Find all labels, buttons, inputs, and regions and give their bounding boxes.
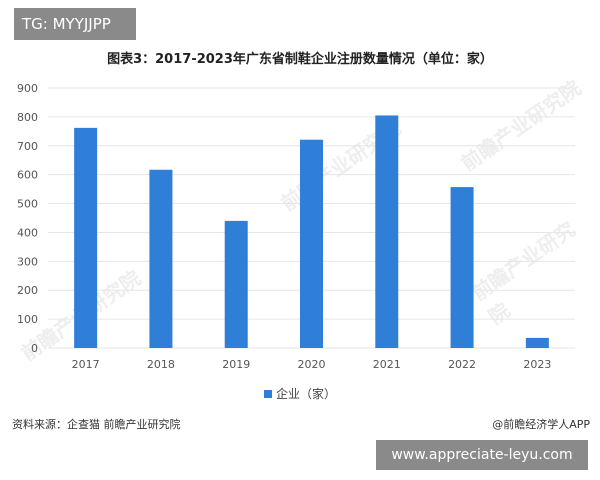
y-tick-label: 100 (17, 313, 38, 326)
source-note: 资料来源：企查猫 前瞻产业研究院 (12, 418, 181, 431)
y-tick-label: 900 (17, 82, 38, 95)
bar (450, 187, 474, 348)
y-tick-label: 200 (17, 284, 38, 297)
x-tick-label: 2022 (448, 358, 476, 370)
top-tag: TG: MYYJJPP (14, 8, 136, 40)
x-tick-label: 2023 (523, 358, 551, 370)
legend-swatch (263, 389, 272, 398)
y-tick-label: 700 (17, 140, 38, 153)
y-tick-label: 500 (17, 198, 38, 211)
x-tick-label: 2018 (147, 358, 175, 370)
x-tick-label: 2017 (72, 358, 100, 370)
x-tick-label: 2019 (222, 358, 250, 370)
y-tick-label: 800 (17, 111, 38, 124)
bar (74, 127, 98, 348)
y-tick-label: 400 (17, 226, 38, 239)
bar (224, 220, 248, 348)
y-tick-label: 300 (17, 255, 38, 268)
brand-credit: @前瞻经济学人APP (492, 418, 590, 431)
bar (375, 115, 399, 348)
y-tick-label: 600 (17, 169, 38, 182)
x-tick-label: 2020 (298, 358, 326, 370)
chart-title: 图表3：2017-2023年广东省制鞋企业注册数量情况（单位：家） (107, 52, 493, 67)
legend-label: 企业（家） (275, 387, 336, 401)
x-tick-label: 2021 (373, 358, 401, 370)
bar (525, 337, 549, 348)
chart-legend: 企业（家） (0, 385, 600, 402)
bar-chart: 0 100 200 300 400 500 600 700 800 900 2017 2018 2019… (17, 82, 575, 370)
bottom-tag: www.appreciate-leyu.com (376, 440, 588, 470)
y-tick-label: 0 (31, 342, 38, 355)
bar (300, 139, 323, 348)
bar (149, 169, 173, 348)
